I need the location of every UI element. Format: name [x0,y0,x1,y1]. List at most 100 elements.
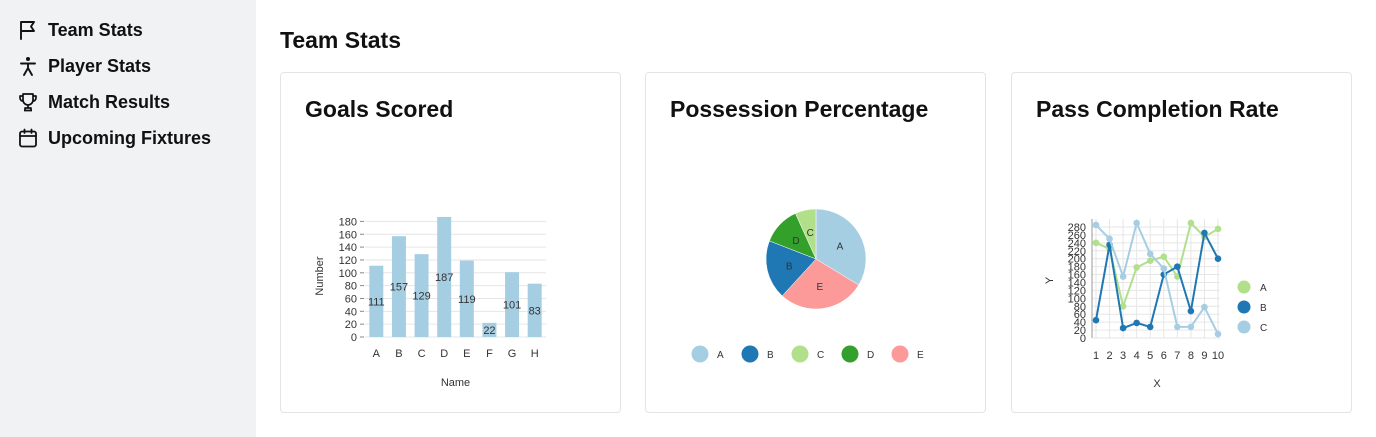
sidebar-item-team-stats[interactable]: Team Stats [0,12,256,48]
data-point [1133,319,1140,327]
sidebar-item-label: Match Results [48,91,171,112]
trophy-icon [17,91,39,113]
x-axis-label: X [1153,378,1161,390]
y-tick-label: 160 [339,229,357,241]
series-line [1095,221,1219,310]
legend-marker [741,345,759,363]
y-tick-label: 260 [1068,230,1086,242]
x-tick-label: 7 [1174,350,1180,362]
y-tick-label: 220 [1068,246,1086,258]
pass-completion-rate-card: Pass Completion Rate 0 20 40 60 80 100 120 140 1… [1011,72,1352,413]
y-tick-label: 40 [345,306,357,318]
pie-slice [815,208,867,286]
y-tick-label: 160 [1068,270,1086,282]
sidebar-item-match-results[interactable]: Match Results [0,84,256,120]
data-point [1160,253,1168,261]
x-tick-label: 8 [1188,350,1194,362]
data-point [1119,324,1127,332]
data-point [1201,303,1208,311]
x-tick-label: D [440,348,448,360]
card-title: Goals Scored [305,96,454,122]
x-tick-label: A [373,348,381,360]
bar [527,283,542,337]
y-tick-label: 100 [1068,293,1086,305]
x-tick-label: 4 [1134,350,1140,362]
bar-value-label: 111 [368,296,385,308]
y-axis-label: Number [314,256,326,295]
pie-slice [781,258,860,310]
slice-label: A [837,242,844,253]
legend-marker [1237,300,1251,314]
data-point [1187,219,1195,227]
x-tick-label: H [531,348,539,360]
y-tick-label: 280 [1068,222,1086,234]
legend-marker [1237,280,1251,294]
y-tick-label: 140 [1068,277,1086,289]
main-content: Team Stats Goals Scored 0 20 40 60 80 100 120 1… [256,0,1376,437]
y-tick-label: 40 [1074,317,1086,329]
sidebar-item-label: Upcoming Fixtures [48,127,212,148]
y-tick-label: 140 [339,242,357,254]
x-tick-label: G [508,348,517,360]
bar [437,216,452,337]
y-axis-label: Y [1044,276,1056,284]
y-tick-label: 120 [339,255,357,267]
data-point [1201,229,1208,237]
pie-slice [795,208,817,260]
data-point [1187,323,1195,331]
data-point [1214,330,1222,338]
data-point [1146,323,1154,331]
y-tick-label: 0 [351,332,357,344]
goals-scored-card: Goals Scored 0 20 40 60 80 100 120 140 160 180 111… [280,72,621,413]
card-title: Pass Completion Rate [1036,96,1279,122]
y-tick-label: 20 [1074,325,1086,337]
bar-value-label: 22 [483,325,495,337]
bar [505,272,520,337]
y-tick-label: 0 [1080,333,1086,345]
legend-label: B [1260,303,1267,314]
y-tick-label: 20 [345,319,357,331]
x-tick-label: 9 [1201,350,1207,362]
x-tick-label: F [486,348,493,360]
page-title: Team Stats [280,27,402,53]
bar-value-label: 101 [503,300,521,312]
data-point [1106,235,1113,243]
person-icon [17,55,39,77]
y-tick-label: 80 [345,281,357,293]
legend-label: D [867,350,874,361]
legend-label: A [717,350,724,361]
data-point [1146,250,1154,258]
slice-label: C [807,228,814,239]
data-point [1133,219,1140,227]
data-point [1092,239,1100,247]
data-point [1174,263,1181,270]
x-axis-label: Name [441,377,470,389]
bar [369,265,384,337]
data-point [1092,221,1100,229]
data-point [1119,273,1127,280]
y-tick-label: 180 [1068,262,1086,274]
series-line [1095,219,1219,335]
data-point [1119,302,1127,310]
slice-label: D [792,236,799,247]
slice-label: E [817,282,824,293]
legend-marker [1237,320,1251,334]
data-point [1092,316,1100,324]
sidebar-item-upcoming-fixtures[interactable]: Upcoming Fixtures [0,120,256,156]
sidebar: Team Stats Player Stats Match Results Up… [0,0,256,437]
data-point [1214,255,1222,262]
x-tick-label: E [463,348,470,360]
series-line [1095,229,1219,330]
data-point [1146,257,1154,264]
sidebar-item-player-stats[interactable]: Player Stats [0,48,256,84]
x-tick-label: 2 [1106,350,1112,362]
y-tick-label: 200 [1068,254,1086,266]
flag-icon [17,19,39,41]
x-tick-label: 10 [1212,350,1224,362]
legend-label: A [1260,283,1267,294]
bar-value-label: 119 [458,294,476,306]
